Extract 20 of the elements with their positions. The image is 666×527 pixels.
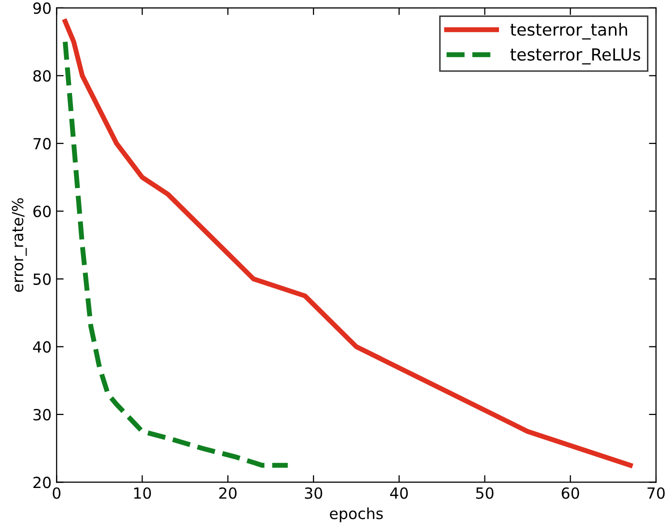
x-tick-label: 40 [390,487,408,499]
y-tick-label: 60 [33,206,51,218]
y-axis-title: error_rate/% [12,198,27,292]
x-tick-label: 70 [648,487,665,499]
y-tick-label: 20 [33,476,51,488]
legend-label: testerror_ReLUs [510,48,640,64]
x-axis-title: epochs [330,507,383,522]
y-tick-label: 70 [34,138,51,150]
x-tick-label: 30 [304,487,322,499]
y-tick-label: 30 [33,408,51,420]
x-tick-label: 0 [52,487,60,499]
x-tick-label: 10 [134,487,151,499]
y-tick-label: 80 [33,70,51,82]
y-tick-label: 50 [33,273,51,285]
x-tick-label: 20 [219,487,237,499]
y-tick-label: 40 [33,341,51,353]
y-tick-label: 90 [33,2,51,14]
x-tick-label: 50 [476,487,494,499]
legend-label: testerror_tanh [510,22,628,40]
x-tick-label: 60 [562,487,580,499]
